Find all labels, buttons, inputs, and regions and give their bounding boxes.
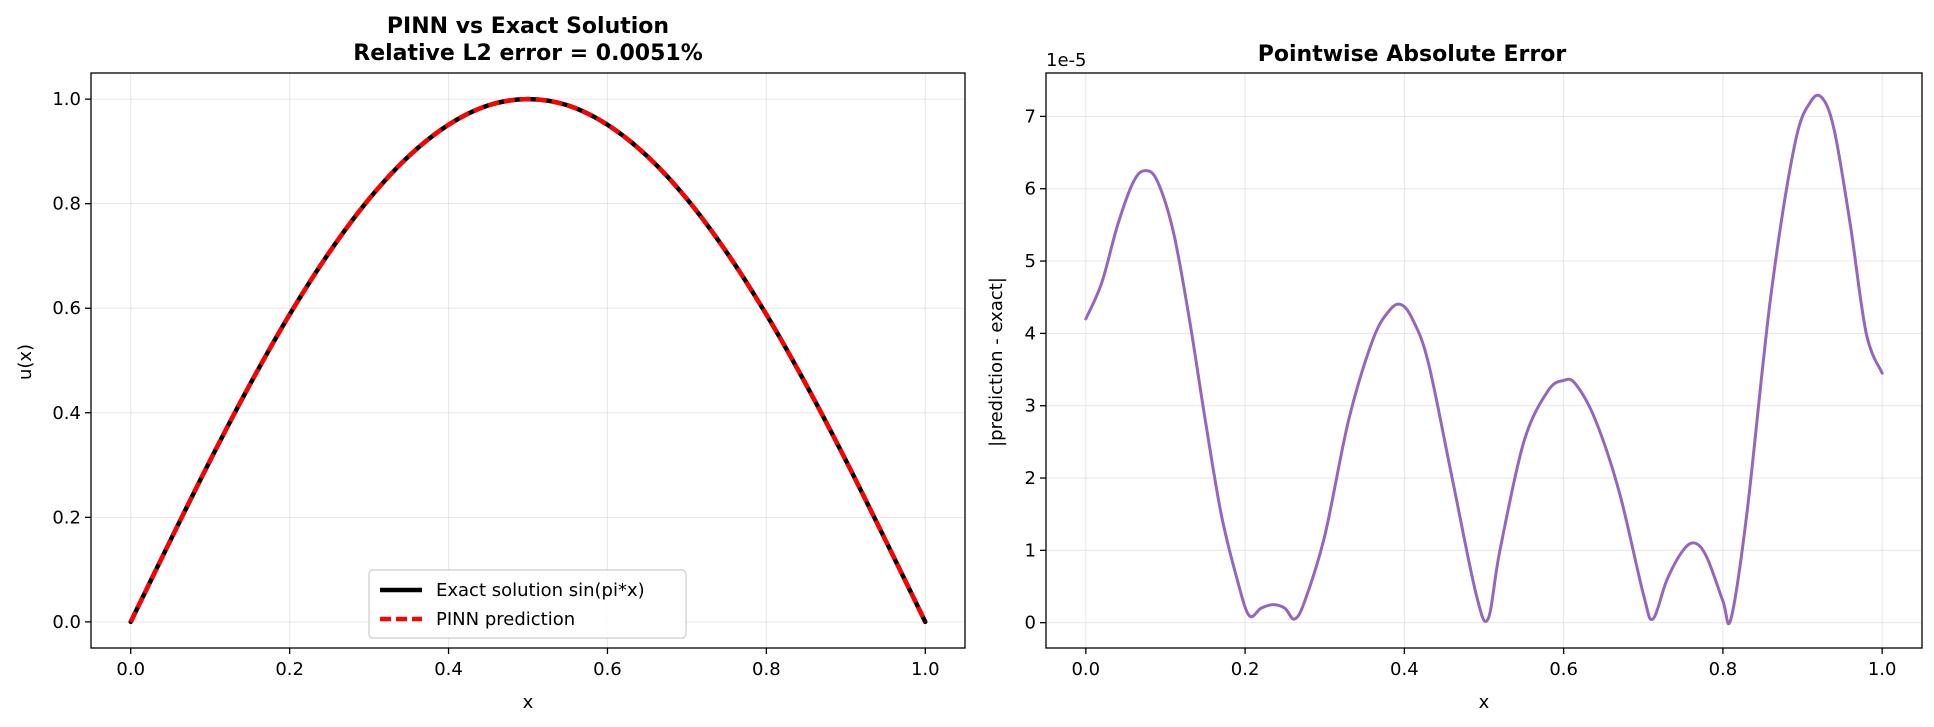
- left-x-tick-label: 0.0: [116, 659, 145, 680]
- left-ticks: 0.0 0.2 0.4 0.6 0.8 1.0 0.0 0.2 0.4 0.6 0.8 1.0: [52, 89, 939, 680]
- left-series-layer: [128, 96, 928, 625]
- right-chart-panel: Pointwise Absolute Error 1e-5 0.0 0.2 0.4 0…: [986, 42, 1923, 713]
- right-grid: [1046, 73, 1922, 648]
- right-x-tick-label: 0.2: [1231, 659, 1260, 680]
- left-y-tick-label: 0.4: [52, 403, 81, 424]
- right-y-tick-label: 0: [1025, 613, 1036, 634]
- right-x-tick-label: 0.0: [1071, 659, 1100, 680]
- left-chart-title: PINN vs Exact Solution: [387, 14, 669, 39]
- left-x-tick-label: 0.6: [593, 659, 622, 680]
- right-x-tick-label: 0.4: [1390, 659, 1419, 680]
- right-y-tick-label: 5: [1025, 251, 1036, 272]
- left-axes-frame: [90, 72, 966, 649]
- right-y-tick-label: 2: [1025, 468, 1036, 489]
- left-y-tick-label: 0.2: [52, 507, 81, 528]
- right-y-tick-label: 4: [1025, 323, 1036, 344]
- left-y-tick-label: 0.8: [52, 194, 81, 215]
- left-y-tick-label: 0.6: [52, 298, 81, 319]
- right-y-tick-label: 6: [1025, 179, 1036, 200]
- right-x-tick-label: 0.6: [1549, 659, 1578, 680]
- right-axes-frame: [1045, 72, 1923, 649]
- left-x-tick-label: 1.0: [911, 659, 940, 680]
- left-y-tick-label: 0.0: [52, 612, 81, 633]
- right-y-tick-label: 1: [1025, 540, 1036, 561]
- right-chart-title: Pointwise Absolute Error: [1258, 42, 1567, 67]
- left-x-tick-label: 0.8: [752, 659, 781, 680]
- legend-box: [368, 569, 687, 639]
- right-series-layer: [1084, 93, 1884, 626]
- legend: Exact solution sin(pi*x) PINN prediction: [368, 569, 687, 639]
- exact-solution-line: [128, 96, 928, 625]
- legend-label-pinn: PINN prediction: [436, 609, 575, 630]
- right-x-tick-label: 0.8: [1709, 659, 1738, 680]
- absolute-error-line: [1084, 93, 1884, 626]
- right-y-axis-label: |prediction - exact|: [986, 277, 1007, 447]
- left-y-tick-label: 1.0: [52, 89, 81, 110]
- left-x-tick-label: 0.2: [275, 659, 304, 680]
- left-x-tick-label: 0.4: [434, 659, 463, 680]
- right-y-tick-label: 3: [1025, 396, 1036, 417]
- left-chart-subtitle: Relative L2 error = 0.0051%: [353, 41, 703, 66]
- right-x-axis-label: x: [1479, 692, 1490, 713]
- left-chart-panel: PINN vs Exact Solution Relative L2 error…: [15, 14, 966, 713]
- left-grid: [91, 73, 965, 648]
- left-x-axis-label: x: [523, 692, 534, 713]
- right-x-tick-label: 1.0: [1868, 659, 1897, 680]
- legend-label-exact: Exact solution sin(pi*x): [436, 580, 645, 601]
- right-y-tick-label: 7: [1025, 106, 1036, 127]
- left-y-axis-label: u(x): [15, 344, 36, 380]
- pinn-prediction-line: [128, 96, 928, 623]
- right-y-scale-label: 1e-5: [1046, 50, 1086, 71]
- right-ticks: 0.0 0.2 0.4 0.6 0.8 1.0 0 1 2 3 4 5 6 7: [1025, 106, 1897, 680]
